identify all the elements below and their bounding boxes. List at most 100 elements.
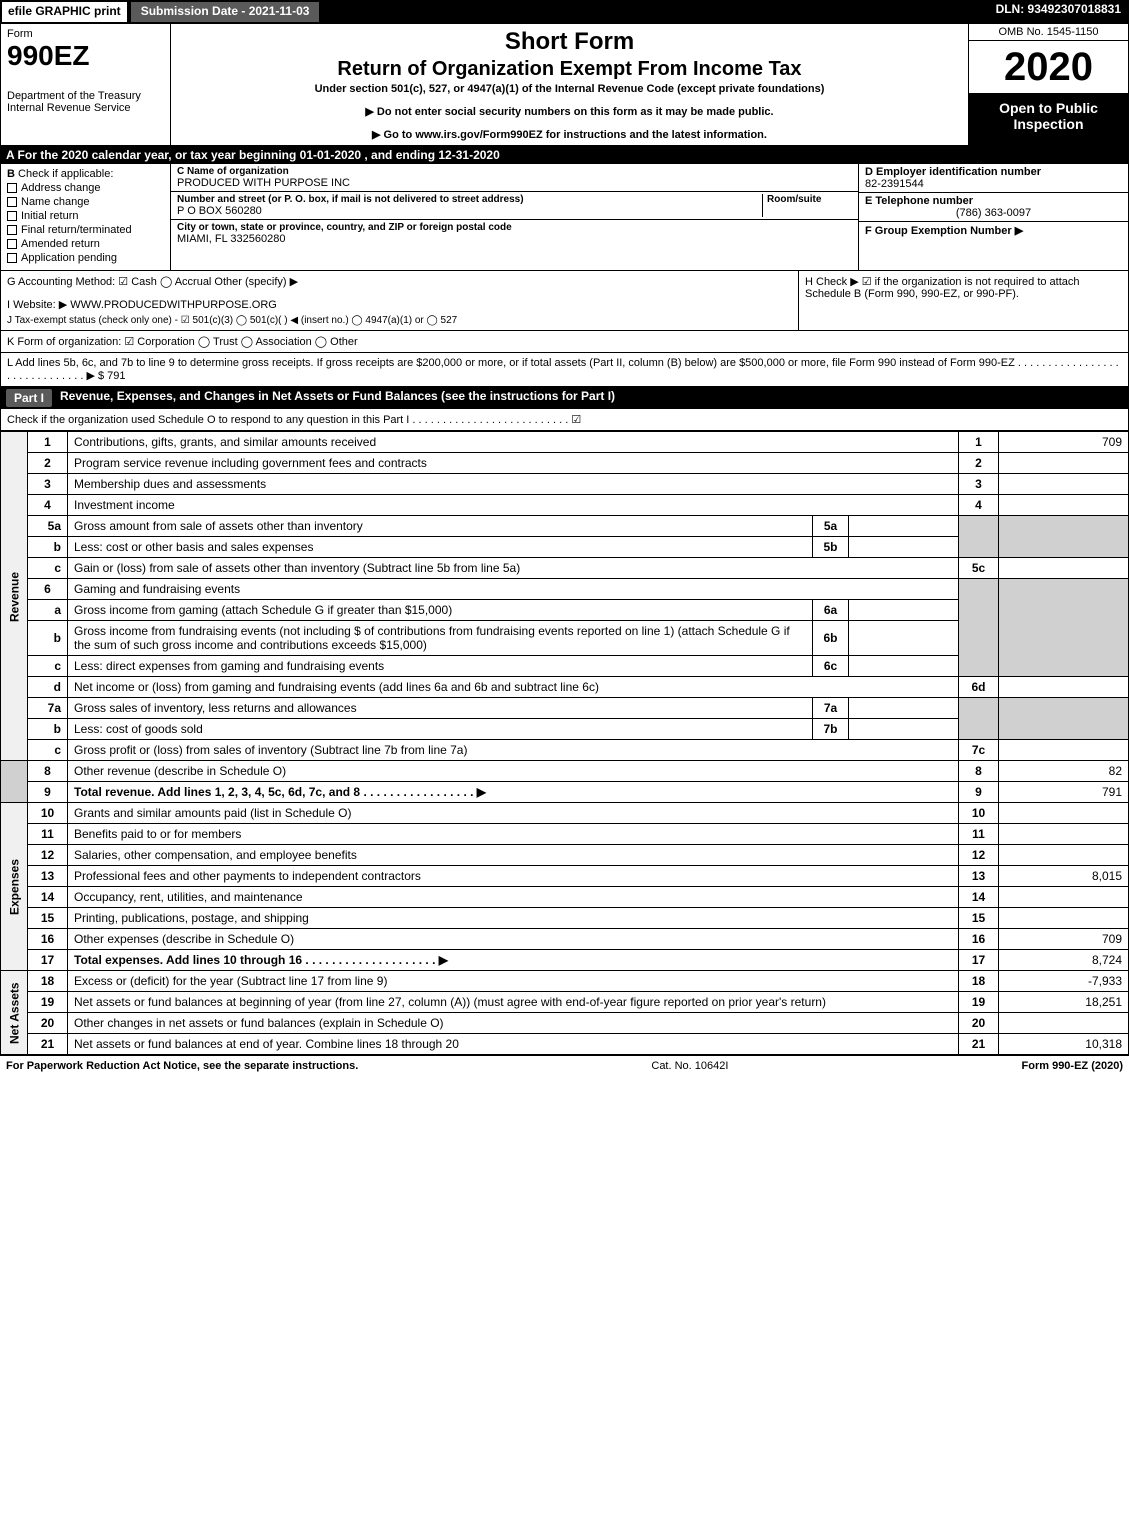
ln-1: 1 bbox=[28, 432, 68, 453]
checkbox-application-pending[interactable] bbox=[7, 253, 17, 263]
chk-initial-return-label: Initial return bbox=[21, 210, 78, 222]
ln-16-num: 16 bbox=[959, 929, 999, 950]
chk-address-change-label: Address change bbox=[21, 182, 101, 194]
ln-2-num: 2 bbox=[959, 453, 999, 474]
ln-14: 14 bbox=[28, 887, 68, 908]
line-15-val bbox=[999, 908, 1129, 929]
box-7b-val bbox=[849, 719, 959, 740]
box-5a-val bbox=[849, 516, 959, 537]
line-4-desc: Investment income bbox=[68, 495, 959, 516]
open-to-public: Open to Public Inspection bbox=[969, 94, 1128, 145]
line-6b-desc: Gross income from fundraising events (no… bbox=[68, 621, 813, 656]
ln-16: 16 bbox=[28, 929, 68, 950]
c-name-label: C Name of organization bbox=[177, 166, 852, 177]
ln-12-num: 12 bbox=[959, 845, 999, 866]
ln-20-num: 20 bbox=[959, 1013, 999, 1034]
footer-form-id: Form 990-EZ (2020) bbox=[1022, 1060, 1123, 1072]
org-name: PRODUCED WITH PURPOSE INC bbox=[177, 177, 852, 189]
box-6b-lbl: 6b bbox=[813, 621, 849, 656]
row-i-website: I Website: ▶ WWW.PRODUCEDWITHPURPOSE.ORG bbox=[7, 298, 792, 311]
box-6c-val bbox=[849, 656, 959, 677]
form-word: Form bbox=[7, 28, 164, 40]
submission-date: Submission Date - 2021-11-03 bbox=[129, 0, 322, 24]
sidebar-netassets: Net Assets bbox=[1, 971, 28, 1055]
ln-5a: 5a bbox=[28, 516, 68, 537]
under-section: Under section 501(c), 527, or 4947(a)(1)… bbox=[179, 83, 960, 95]
ln-8: 8 bbox=[28, 761, 68, 782]
ln-3-num: 3 bbox=[959, 474, 999, 495]
checkbox-final-return[interactable] bbox=[7, 225, 17, 235]
line-6d-val bbox=[999, 677, 1129, 698]
checkbox-address-change[interactable] bbox=[7, 183, 17, 193]
check-if-applicable: Check if applicable: bbox=[18, 168, 113, 180]
ln-1-num: 1 bbox=[959, 432, 999, 453]
row-gh: G Accounting Method: ☑ Cash ◯ Accrual Ot… bbox=[0, 271, 1129, 331]
line-17-val: 8,724 bbox=[999, 950, 1129, 971]
ln-14-num: 14 bbox=[959, 887, 999, 908]
ln-4: 4 bbox=[28, 495, 68, 516]
box-6a-lbl: 6a bbox=[813, 600, 849, 621]
line-14-desc: Occupancy, rent, utilities, and maintena… bbox=[68, 887, 959, 908]
part-1-header: Part I Revenue, Expenses, and Changes in… bbox=[0, 387, 1129, 409]
room-suite-label: Room/suite bbox=[767, 194, 852, 205]
row-h-schedule-b: H Check ▶ ☑ if the organization is not r… bbox=[798, 271, 1128, 330]
b-label: B bbox=[7, 168, 15, 180]
go-to-link[interactable]: ▶ Go to www.irs.gov/Form990EZ for instru… bbox=[179, 128, 960, 141]
line-8-val: 82 bbox=[999, 761, 1129, 782]
footer-left: For Paperwork Reduction Act Notice, see … bbox=[6, 1060, 358, 1072]
chk-name-change-label: Name change bbox=[21, 196, 90, 208]
ln-17: 17 bbox=[28, 950, 68, 971]
ln-11: 11 bbox=[28, 824, 68, 845]
d-ein-label: D Employer identification number bbox=[865, 166, 1122, 178]
line-3-desc: Membership dues and assessments bbox=[68, 474, 959, 495]
ln-19: 19 bbox=[28, 992, 68, 1013]
ln-5b: b bbox=[28, 537, 68, 558]
box-5b-lbl: 5b bbox=[813, 537, 849, 558]
line-20-val bbox=[999, 1013, 1129, 1034]
footer-cat-no: Cat. No. 10642I bbox=[358, 1060, 1021, 1072]
street-value: P O BOX 560280 bbox=[177, 205, 762, 217]
form-number: 990EZ bbox=[7, 40, 164, 72]
ln-9-num: 9 bbox=[959, 782, 999, 803]
page-footer: For Paperwork Reduction Act Notice, see … bbox=[0, 1055, 1129, 1076]
ln-7b: b bbox=[28, 719, 68, 740]
line-5c-val bbox=[999, 558, 1129, 579]
ln-12: 12 bbox=[28, 845, 68, 866]
line-20-desc: Other changes in net assets or fund bala… bbox=[68, 1013, 959, 1034]
top-bar: efile GRAPHIC print Submission Date - 20… bbox=[0, 0, 1129, 24]
row-k-form-of-org: K Form of organization: ☑ Corporation ◯ … bbox=[0, 331, 1129, 353]
line-12-val bbox=[999, 845, 1129, 866]
box-5a-lbl: 5a bbox=[813, 516, 849, 537]
e-phone-label: E Telephone number bbox=[865, 195, 1122, 207]
ln-5c-num: 5c bbox=[959, 558, 999, 579]
sidebar-expenses: Expenses bbox=[1, 803, 28, 971]
line-16-desc: Other expenses (describe in Schedule O) bbox=[68, 929, 959, 950]
checkbox-initial-return[interactable] bbox=[7, 211, 17, 221]
ln-20: 20 bbox=[28, 1013, 68, 1034]
ln-6: 6 bbox=[28, 579, 68, 600]
line-6-desc: Gaming and fundraising events bbox=[68, 579, 959, 600]
line-18-val: -7,933 bbox=[999, 971, 1129, 992]
part-1-checkline: Check if the organization used Schedule … bbox=[0, 409, 1129, 431]
line-3-val bbox=[999, 474, 1129, 495]
line-13-val: 8,015 bbox=[999, 866, 1129, 887]
line-1-val: 709 bbox=[999, 432, 1129, 453]
checkbox-name-change[interactable] bbox=[7, 197, 17, 207]
line-9-desc: Total revenue. Add lines 1, 2, 3, 4, 5c,… bbox=[68, 782, 959, 803]
line-13-desc: Professional fees and other payments to … bbox=[68, 866, 959, 887]
ln-7c: c bbox=[28, 740, 68, 761]
ln-11-num: 11 bbox=[959, 824, 999, 845]
line-2-desc: Program service revenue including govern… bbox=[68, 453, 959, 474]
box-6b-val bbox=[849, 621, 959, 656]
ln-21: 21 bbox=[28, 1034, 68, 1055]
efile-print[interactable]: efile GRAPHIC print bbox=[0, 0, 129, 24]
line-10-val bbox=[999, 803, 1129, 824]
line-7a-desc: Gross sales of inventory, less returns a… bbox=[68, 698, 813, 719]
section-bcdef: B Check if applicable: Address change Na… bbox=[0, 164, 1129, 271]
ln-13-num: 13 bbox=[959, 866, 999, 887]
ln-9: 9 bbox=[28, 782, 68, 803]
chk-final-return-label: Final return/terminated bbox=[21, 224, 132, 236]
revenue-table: Revenue 1Contributions, gifts, grants, a… bbox=[0, 431, 1129, 1055]
dln: DLN: 93492307018831 bbox=[988, 0, 1129, 24]
checkbox-amended-return[interactable] bbox=[7, 239, 17, 249]
